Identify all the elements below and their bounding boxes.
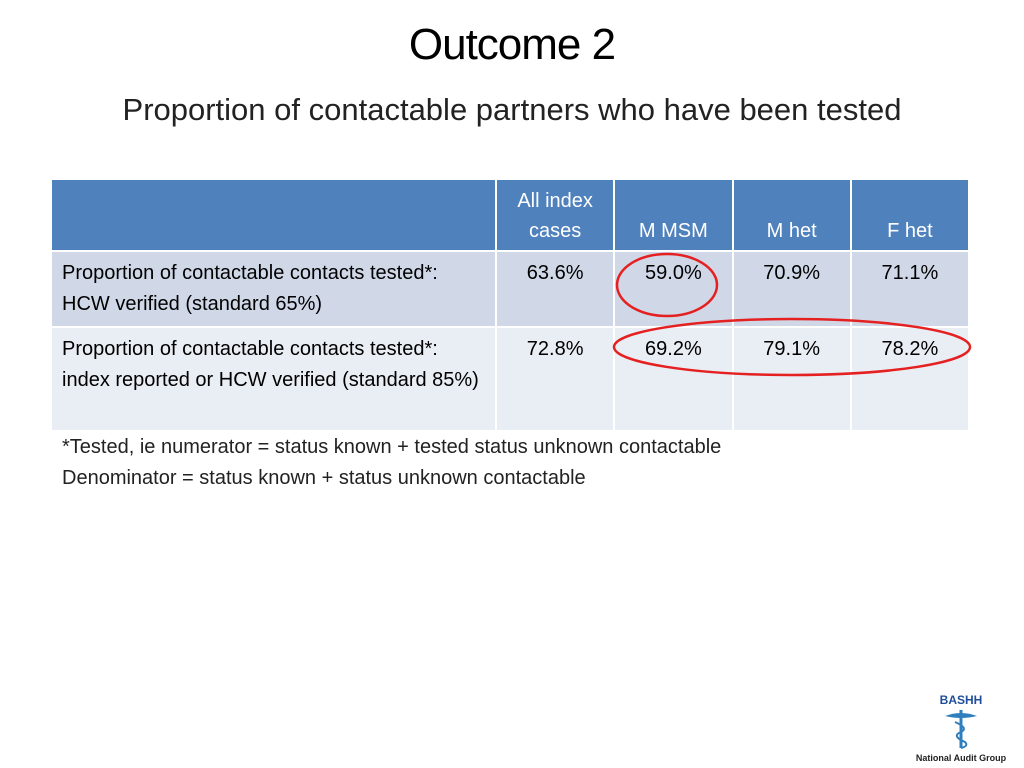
footnote-line: Denominator = status known + status unkn… [62, 467, 586, 489]
cell: 69.2% [615, 328, 732, 430]
title: Outcome 2 [408, 20, 616, 69]
row-label: Proportion of contactable contacts teste… [52, 328, 495, 430]
cell: 78.2% [851, 328, 968, 430]
cell: 70.9% [733, 252, 850, 326]
cell: 79.1% [733, 328, 850, 430]
cell: 59.0% [615, 252, 732, 326]
header-cell: All index cases [497, 180, 614, 250]
cell: 71.1% [851, 252, 968, 326]
logo-wings [945, 713, 977, 718]
header-cell: M MSM [615, 180, 732, 250]
logo: BASHH National Audit Group [916, 693, 1007, 763]
table-row: Proportion of contactable contacts teste… [52, 328, 968, 430]
row-label: Proportion of contactable contacts teste… [52, 252, 495, 326]
header-row: All index cases M MSM M het F het [52, 180, 968, 250]
logo-name: BASHH [940, 693, 983, 707]
table-row: Proportion of contactable contacts teste… [52, 252, 968, 326]
logo-snake [954, 721, 968, 749]
subtitle: Proportion of contactable partners who h… [122, 92, 902, 127]
results-table: All index cases M MSM M het F het Propor… [50, 178, 970, 432]
cell: 63.6% [497, 252, 614, 326]
footnote-line: *Tested, ie numerator = status known + t… [62, 436, 722, 458]
footnote: *Tested, ie numerator = status known + t… [62, 432, 721, 494]
header-cell: M het [733, 180, 850, 250]
logo-caption: National Audit Group [916, 753, 1007, 763]
header-cell [52, 180, 495, 250]
cell: 72.8% [497, 328, 614, 430]
header-cell: F het [851, 180, 968, 250]
